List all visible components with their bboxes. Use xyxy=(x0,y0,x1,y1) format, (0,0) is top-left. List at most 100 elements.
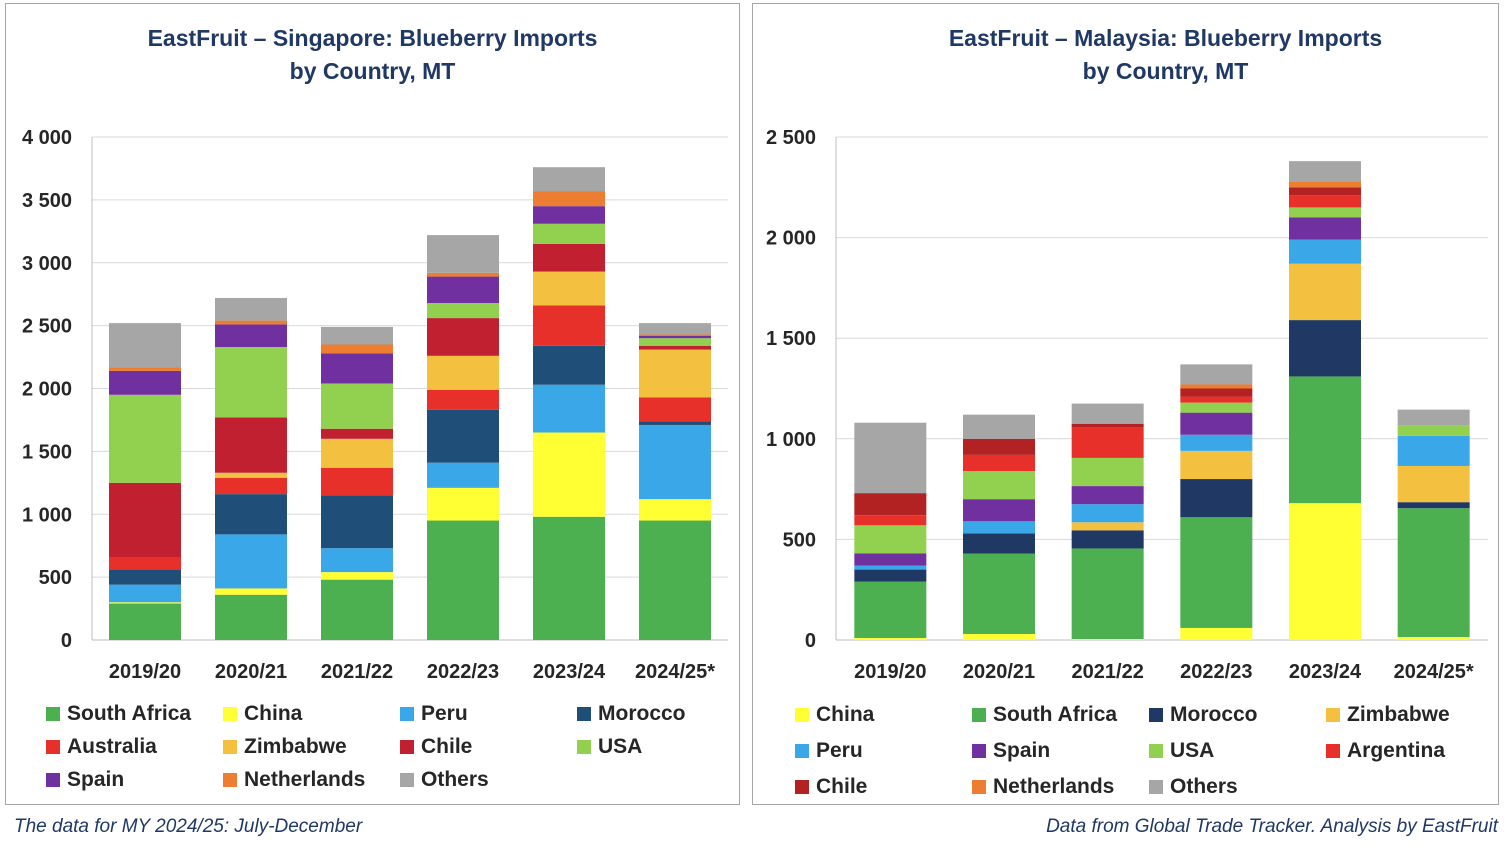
bar-segment-peru xyxy=(1289,239,1361,264)
bar-segment-peru xyxy=(533,384,605,433)
bar-segment-argentina xyxy=(1289,195,1361,208)
bar-segment-chile xyxy=(963,438,1035,455)
x-tick-label: 2020/21 xyxy=(963,661,1035,683)
legend-item-china: China xyxy=(795,703,874,727)
bar-segment-peru xyxy=(215,534,287,589)
bar-segment-chile xyxy=(427,318,499,356)
legend-item-spain: Spain xyxy=(972,739,1050,763)
bar-segment-morocco xyxy=(215,494,287,535)
bar-segment-spain xyxy=(533,206,605,224)
x-tick-label: 2023/24 xyxy=(1289,661,1362,683)
bar-segment-peru xyxy=(1180,434,1253,451)
x-tick-label: 2022/23 xyxy=(1180,661,1252,683)
legend-item-south-africa: South Africa xyxy=(972,703,1117,727)
bar-segment-china xyxy=(1289,503,1361,640)
legend-item-others: Others xyxy=(1149,775,1238,799)
bar-segment-usa xyxy=(1397,425,1470,436)
bar-segment-chile xyxy=(1289,187,1361,196)
legend-item-morocco: Morocco xyxy=(577,702,686,726)
bar-segment-south-africa xyxy=(109,603,181,640)
legend-item-zimbabwe: Zimbabwe xyxy=(223,735,347,759)
footnote-data-period: The data for MY 2024/25: July-December xyxy=(14,816,363,837)
y-tick-label: 500 xyxy=(39,567,72,589)
bar-segment-south-africa xyxy=(639,520,711,640)
legend-item-others: Others xyxy=(400,768,489,792)
bar-segment-china xyxy=(1397,636,1470,640)
legend-item-usa: USA xyxy=(1149,739,1214,763)
bar-segment-australia xyxy=(533,305,605,346)
bar-segment-others xyxy=(1180,364,1253,385)
legend-label: USA xyxy=(1170,739,1215,762)
chart-title: EastFruit – Singapore: Blueberry Imports… xyxy=(6,22,739,88)
bar-segment-zimbabwe xyxy=(1180,450,1253,480)
bar-segment-spain xyxy=(963,499,1035,522)
bar-segment-spain xyxy=(1071,486,1144,505)
bar-segment-chile xyxy=(639,345,711,350)
footnote-source: Data from Global Trade Tracker. Analysis… xyxy=(1046,816,1498,837)
legend-swatch xyxy=(1149,744,1163,758)
legend-label: Morocco xyxy=(1170,703,1258,726)
bar-segment-spain xyxy=(427,276,499,303)
bar-segment-peru xyxy=(427,462,499,488)
legend-swatch xyxy=(972,708,986,722)
legend-item-spain: Spain xyxy=(46,768,124,792)
legend-label: Spain xyxy=(67,768,125,791)
x-tick-label: 2022/23 xyxy=(427,661,499,683)
bar-segment-chile xyxy=(109,482,181,558)
bar-segment-china xyxy=(533,432,605,517)
bar-segment-south-africa xyxy=(963,553,1035,634)
bar-segment-south-africa xyxy=(533,516,605,640)
bar-segment-chile xyxy=(1180,388,1253,397)
bar-segment-china xyxy=(1180,627,1253,640)
bar-segment-others xyxy=(427,235,499,273)
legend-swatch xyxy=(795,744,809,758)
legend-item-peru: Peru xyxy=(795,739,863,763)
bar-segment-australia xyxy=(109,557,181,570)
bar-segment-usa xyxy=(963,470,1035,500)
bar-segment-china xyxy=(321,572,393,580)
legend-swatch xyxy=(972,744,986,758)
x-tick-label: 2023/24 xyxy=(533,661,606,683)
x-tick-label: 2024/25* xyxy=(1394,661,1474,683)
legend-swatch xyxy=(46,773,60,787)
legend-label: Zimbabwe xyxy=(1347,703,1450,726)
legend-item-south-africa: South Africa xyxy=(46,702,191,726)
legend-swatch xyxy=(1326,744,1340,758)
legend-swatch xyxy=(795,708,809,722)
legend-swatch xyxy=(400,740,414,754)
bar-segment-australia xyxy=(639,397,711,422)
legend-swatch xyxy=(1326,708,1340,722)
bar-segment-morocco xyxy=(533,345,605,385)
legend-label: China xyxy=(816,703,875,726)
legend-swatch xyxy=(972,780,986,794)
y-tick-label: 500 xyxy=(783,529,816,551)
legend-swatch xyxy=(223,740,237,754)
singapore-chart-panel: EastFruit – Singapore: Blueberry Imports… xyxy=(5,3,740,805)
bar-segment-peru xyxy=(1397,435,1470,466)
y-tick-label: 0 xyxy=(805,630,816,652)
legend-label: Chile xyxy=(816,775,868,798)
legend-label: Australia xyxy=(67,735,157,758)
y-tick-label: 3 500 xyxy=(22,190,72,212)
singapore-stacked-bar-plot: 0 500 1 000 1 500 2 000 2 500 3 000 3 500 4 000 2… xyxy=(22,127,728,683)
bar-segment-chile xyxy=(321,428,393,439)
legend-item-china: China xyxy=(223,702,302,726)
legend-item-australia: Australia xyxy=(46,735,157,759)
legend-label: China xyxy=(244,702,303,725)
x-tick-label: 2019/20 xyxy=(854,661,926,683)
legend-swatch xyxy=(577,707,591,721)
bar-segment-south-africa xyxy=(1071,548,1144,639)
x-tick-label: 2020/21 xyxy=(215,661,287,683)
bar-segment-morocco xyxy=(854,569,927,582)
bar-segment-usa xyxy=(1180,402,1253,413)
y-tick-label: 2 000 xyxy=(22,379,72,401)
y-tick-label: 1 500 xyxy=(766,328,816,350)
legend-label: Argentina xyxy=(1347,739,1446,762)
bar-segment-spain xyxy=(109,370,181,395)
bar-segment-south-africa xyxy=(1397,508,1470,637)
bar-segment-netherlands xyxy=(1180,384,1253,389)
chart-title-line2: by Country, MT xyxy=(1082,58,1249,84)
chart-title-line1: EastFruit – Singapore: Blueberry Imports xyxy=(147,25,598,51)
bar-segment-others xyxy=(963,414,1035,439)
bar-segment-others xyxy=(639,323,711,335)
